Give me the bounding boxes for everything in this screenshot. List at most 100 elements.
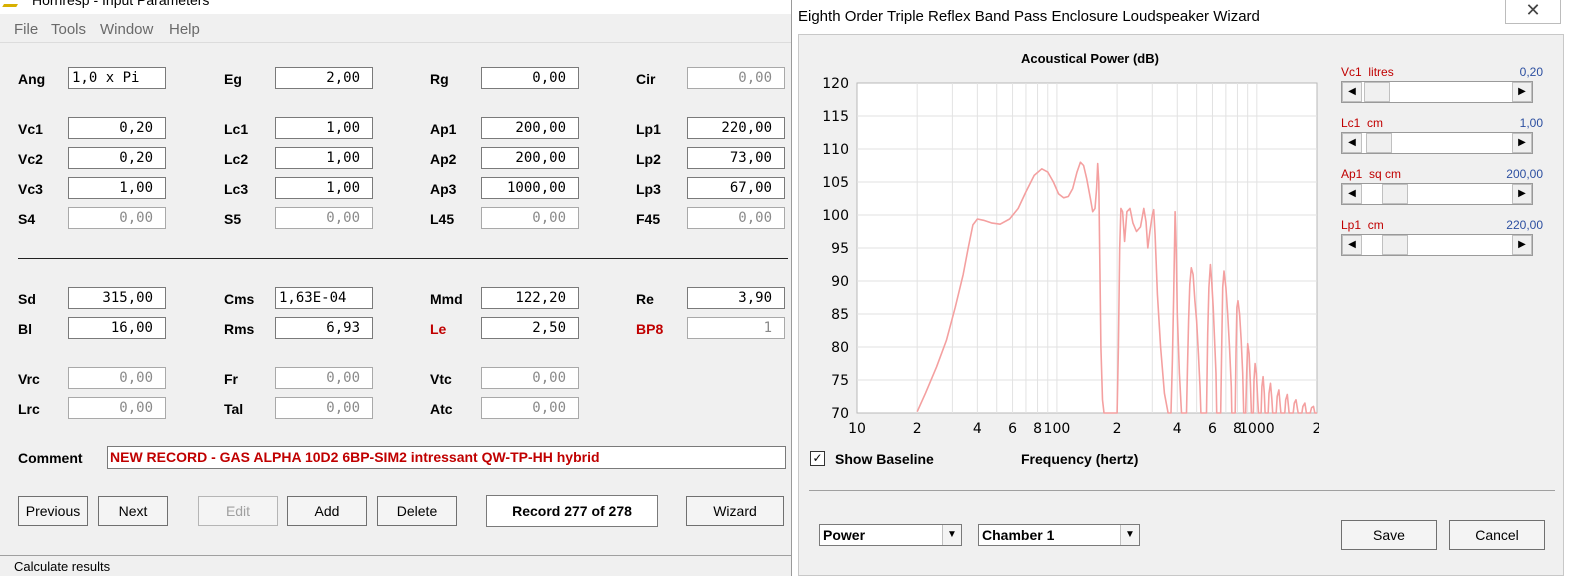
y-tick-label: 95: [831, 241, 849, 257]
param-label-ap1: Ap1: [430, 121, 457, 137]
param-field-bp8[interactable]: 1: [687, 317, 785, 339]
param-field-rms[interactable]: 6,93: [275, 317, 373, 339]
scroll-left-icon[interactable]: ◀: [1342, 235, 1362, 255]
param-field-ap2[interactable]: 200,00: [481, 147, 579, 169]
slider-label-lp1: Lp1 cm: [1341, 218, 1384, 232]
param-label-lc2: Lc2: [224, 151, 249, 167]
param-field-vc2[interactable]: 0,20: [68, 147, 166, 169]
slider-unit: cm: [1367, 218, 1384, 232]
window-title: Hornresp - Input Parameters: [32, 0, 210, 8]
param-field-vc1[interactable]: 0,20: [68, 117, 166, 139]
next-button[interactable]: Next: [98, 496, 168, 526]
slider-thumb[interactable]: [1382, 235, 1408, 255]
power-response-line: [916, 161, 1317, 414]
wizard-client-area: Acoustical Power (dB) 70 75 80 85 90 95 100 105…: [798, 34, 1564, 576]
param-field-cms[interactable]: 1,63E-04: [275, 287, 373, 309]
slider-unit: sq cm: [1369, 167, 1402, 181]
param-label-lrc: Lrc: [18, 401, 40, 417]
slider-value-ap1: 200,00: [1506, 167, 1543, 181]
scroll-right-icon[interactable]: ▶: [1512, 133, 1532, 153]
param-field-bl[interactable]: 16,00: [68, 317, 166, 339]
scroll-left-icon[interactable]: ◀: [1342, 133, 1362, 153]
param-field-lrc[interactable]: 0,00: [68, 397, 166, 419]
param-field-cir[interactable]: 0,00: [687, 67, 785, 89]
close-icon: ✕: [1525, 0, 1541, 20]
param-field-vtc[interactable]: 0,00: [481, 367, 579, 389]
param-field-eg[interactable]: 2,00: [275, 67, 373, 89]
param-field-ang[interactable]: 1,0 x Pi: [68, 67, 166, 89]
x-tick-label: 2: [913, 421, 922, 437]
param-field-rg[interactable]: 0,00: [481, 67, 579, 89]
param-field-tal[interactable]: 0,00: [275, 397, 373, 419]
x-tick-label: 2: [1313, 421, 1319, 437]
scroll-left-icon[interactable]: ◀: [1342, 184, 1362, 204]
param-label-vc3: Vc3: [18, 181, 43, 197]
show-baseline-checkbox[interactable]: ✓: [810, 451, 825, 466]
status-bar: Calculate results: [0, 555, 792, 576]
param-field-fr[interactable]: 0,00: [275, 367, 373, 389]
scroll-right-icon[interactable]: ▶: [1512, 82, 1532, 102]
param-field-le[interactable]: 2,50: [481, 317, 579, 339]
param-field-ap1[interactable]: 200,00: [481, 117, 579, 139]
param-field-lp3[interactable]: 67,00: [687, 177, 785, 199]
slider-thumb[interactable]: [1366, 133, 1392, 153]
checkmark-icon: ✓: [812, 451, 823, 465]
param-field-ap3[interactable]: 1000,00: [481, 177, 579, 199]
scroll-right-icon[interactable]: ▶: [1512, 184, 1532, 204]
output-type-combo[interactable]: Power ▼: [819, 524, 962, 546]
param-field-mmd[interactable]: 122,20: [481, 287, 579, 309]
param-field-lp1[interactable]: 220,00: [687, 117, 785, 139]
add-button[interactable]: Add: [287, 496, 367, 526]
status-text: Calculate results: [14, 559, 111, 574]
comment-field[interactable]: NEW RECORD - GAS ALPHA 10D2 6BP-SIM2 int…: [107, 446, 786, 469]
menu-tools[interactable]: Tools: [51, 21, 87, 38]
scroll-right-icon[interactable]: ▶: [1512, 235, 1532, 255]
cancel-button[interactable]: Cancel: [1449, 520, 1545, 550]
slider-lc1[interactable]: ◀ ▶: [1341, 132, 1533, 154]
wizard-window: Eighth Order Triple Reflex Band Pass Enc…: [791, 0, 1573, 576]
previous-button[interactable]: Previous: [18, 496, 88, 526]
slider-vc1[interactable]: ◀ ▶: [1341, 81, 1533, 103]
y-tick-label: 100: [822, 208, 849, 224]
x-axis-title: Frequency (hertz): [1021, 451, 1139, 467]
slider-thumb[interactable]: [1364, 82, 1390, 102]
param-field-lp2[interactable]: 73,00: [687, 147, 785, 169]
param-field-lc2[interactable]: 1,00: [275, 147, 373, 169]
menu-file[interactable]: File: [14, 21, 39, 38]
param-field-f45[interactable]: 0,00: [687, 207, 785, 229]
param-field-re[interactable]: 3,90: [687, 287, 785, 309]
chamber-combo[interactable]: Chamber 1 ▼: [978, 524, 1140, 546]
param-label-le: Le: [430, 321, 447, 337]
param-field-l45[interactable]: 0,00: [481, 207, 579, 229]
y-tick-label: 110: [822, 142, 849, 158]
menu-help[interactable]: Help: [169, 21, 200, 38]
y-tick-label: 80: [831, 340, 849, 356]
save-button[interactable]: Save: [1341, 520, 1437, 550]
slider-thumb[interactable]: [1382, 184, 1408, 204]
param-field-lc1[interactable]: 1,00: [275, 117, 373, 139]
slider-lp1[interactable]: ◀ ▶: [1341, 234, 1533, 256]
param-field-lc3[interactable]: 1,00: [275, 177, 373, 199]
title-bar: Hornresp - Input Parameters: [0, 0, 792, 14]
scroll-left-icon[interactable]: ◀: [1342, 82, 1362, 102]
param-label-s5: S5: [224, 211, 242, 227]
param-field-vrc[interactable]: 0,00: [68, 367, 166, 389]
slider-name: Lp1: [1341, 218, 1362, 232]
param-label-l45: L45: [430, 211, 455, 227]
param-label-sd: Sd: [18, 291, 36, 307]
delete-button[interactable]: Delete: [377, 496, 457, 526]
param-field-sd[interactable]: 315,00: [68, 287, 166, 309]
param-field-atc[interactable]: 0,00: [481, 397, 579, 419]
param-label-lp3: Lp3: [636, 181, 661, 197]
param-field-s5[interactable]: 0,00: [275, 207, 373, 229]
input-parameters-window: Hornresp - Input Parameters File Tools W…: [0, 0, 792, 576]
param-field-s4[interactable]: 0,00: [68, 207, 166, 229]
param-field-vc3[interactable]: 1,00: [68, 177, 166, 199]
wizard-close-button[interactable]: ✕: [1505, 0, 1561, 24]
edit-button[interactable]: Edit: [198, 496, 278, 526]
wizard-button[interactable]: Wizard: [686, 496, 784, 526]
record-counter: Record 277 of 278: [486, 495, 658, 527]
slider-ap1[interactable]: ◀ ▶: [1341, 183, 1533, 205]
menu-window[interactable]: Window: [100, 21, 154, 38]
